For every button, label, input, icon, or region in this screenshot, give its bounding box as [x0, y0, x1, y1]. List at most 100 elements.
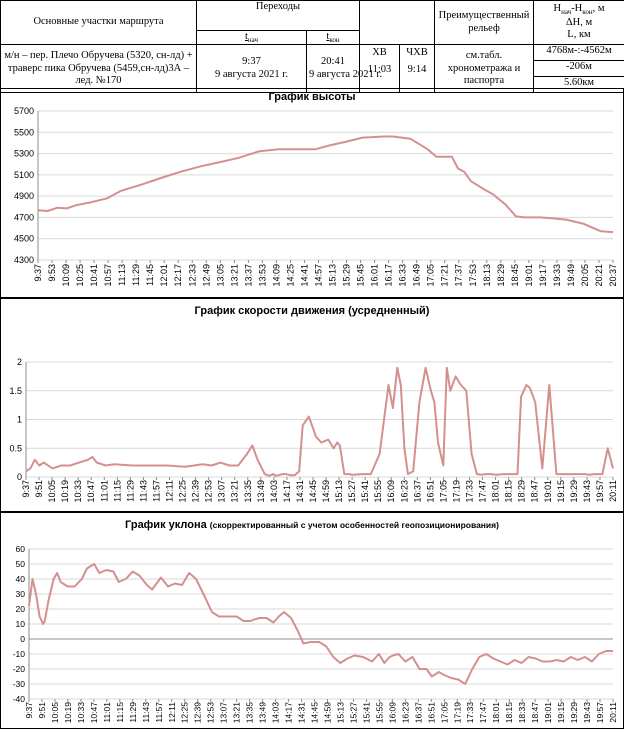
y-tick-label: 30	[16, 589, 26, 599]
x-tick-label: 16:09	[387, 702, 397, 724]
y-tick-label: 5300	[14, 149, 34, 159]
x-tick-label: 13:05	[215, 264, 225, 287]
x-tick-label: 16:17	[384, 264, 394, 287]
x-tick-label: 15:41	[361, 702, 371, 724]
x-tick-label: 10:33	[73, 480, 83, 503]
speed-chart-title: График скорости движения (усредненный)	[1, 305, 623, 317]
x-tick-label: 16:33	[398, 264, 408, 287]
x-tick-label: 12:11	[164, 480, 174, 502]
x-tick-label: 14:59	[321, 480, 331, 503]
x-tick-label: 16:01	[370, 264, 380, 287]
x-tick-label: 17:47	[478, 480, 488, 503]
y-tick-label: 4500	[14, 234, 34, 244]
data-series-line	[26, 368, 613, 476]
x-tick-label: 20:11	[608, 702, 618, 723]
x-tick-label: 18:29	[496, 264, 506, 287]
y-tick-label: 5500	[14, 127, 34, 137]
x-tick-label: 18:29	[517, 480, 527, 503]
x-tick-label: 11:43	[138, 480, 148, 502]
x-tick-label: 15:55	[374, 702, 384, 724]
x-tick-label: 10:09	[61, 264, 71, 287]
x-tick-label: 19:43	[582, 480, 592, 503]
x-tick-label: 16:09	[386, 480, 396, 503]
x-tick-label: 12:53	[204, 480, 214, 503]
transitions-header: Переходы	[197, 1, 360, 31]
x-tick-label: 16:51	[426, 702, 436, 724]
x-tick-label: 18:47	[530, 480, 540, 503]
x-tick-label: 18:45	[510, 264, 520, 287]
x-tick-label: 12:53	[206, 702, 216, 724]
x-tick-label: 11:29	[125, 480, 135, 502]
x-tick-label: 14:17	[282, 480, 292, 503]
x-tick-label: 19:17	[538, 264, 548, 287]
x-tick-label: 11:29	[131, 264, 141, 286]
x-tick-label: 10:19	[60, 480, 70, 503]
x-tick-label: 14:25	[285, 264, 295, 287]
y-tick-label: -20	[13, 664, 26, 674]
x-tick-label: 12:25	[180, 702, 190, 724]
x-tick-label: 11:01	[102, 702, 112, 723]
x-tick-label: 14:57	[313, 264, 323, 287]
x-tick-label: 19:15	[556, 702, 566, 724]
x-tick-label: 19:15	[556, 480, 566, 503]
x-tick-label: 18:13	[482, 264, 492, 287]
x-tick-label: 10:57	[103, 264, 113, 287]
x-tick-label: 19:29	[569, 702, 579, 724]
x-tick-label: 9:53	[47, 264, 57, 282]
x-tick-label: 17:33	[465, 480, 475, 503]
x-tick-label: 10:47	[86, 480, 96, 503]
x-tick-label: 15:29	[342, 264, 352, 287]
x-tick-label: 15:13	[335, 702, 345, 724]
x-tick-label: 12:33	[187, 264, 197, 287]
x-tick-label: 13:49	[258, 702, 268, 724]
x-tick-label: 18:01	[491, 480, 501, 503]
slope-chart-title: График уклона (скорректированный с учето…	[1, 519, 623, 531]
x-tick-label: 19:33	[552, 264, 562, 287]
x-tick-label: 14:03	[269, 480, 279, 503]
x-tick-label: 20:37	[608, 264, 618, 287]
speed-chart: График скорости движения (усредненный) 0…	[0, 298, 624, 512]
x-tick-label: 11:15	[112, 480, 122, 502]
relief-cell: см.табл. хронометража и паспорта	[435, 45, 534, 93]
x-tick-label: 19:43	[582, 702, 592, 724]
x-tick-label: 13:35	[245, 702, 255, 724]
x-tick-label: 11:57	[154, 702, 164, 723]
x-tick-label: 14:31	[295, 480, 305, 503]
x-tick-label: 10:19	[63, 702, 73, 724]
y-tick-label: 40	[16, 574, 26, 584]
x-tick-label: 17:33	[465, 702, 475, 724]
y-tick-label: 20	[16, 604, 26, 614]
y-tick-label: 2	[17, 357, 22, 367]
x-tick-label: 10:33	[76, 702, 86, 724]
x-tick-label: 17:19	[452, 702, 462, 724]
x-tick-label: 19:01	[524, 264, 534, 287]
x-tick-label: 15:45	[356, 264, 366, 287]
x-tick-label: 13:21	[232, 702, 242, 724]
x-tick-label: 10:41	[89, 264, 99, 287]
y-tick-label: 60	[16, 544, 26, 554]
x-tick-label: 11:57	[151, 480, 161, 502]
x-tick-label: 10:47	[89, 702, 99, 724]
x-tick-label: 19:57	[595, 702, 605, 724]
x-tick-label: 14:17	[284, 702, 294, 724]
x-tick-label: 12:17	[173, 264, 183, 287]
x-tick-label: 15:41	[360, 480, 370, 503]
height-length-header: Hнач-Hкон, м ΔH, м L, км	[534, 1, 624, 45]
x-tick-label: 10:25	[75, 264, 85, 287]
x-tick-label: 18:33	[517, 702, 527, 724]
x-tick-label: 16:23	[400, 702, 410, 724]
x-tick-label: 17:47	[478, 702, 488, 724]
x-tick-label: 14:59	[322, 702, 332, 724]
x-tick-label: 14:45	[310, 702, 320, 724]
x-tick-label: 17:19	[451, 480, 461, 503]
x-tick-label: 17:05	[426, 264, 436, 287]
height-length-cell: 4768м-:-4562м -206м 5.60км	[534, 45, 624, 93]
x-tick-label: 16:51	[425, 480, 435, 503]
route-description: м/н – пер. Плечо Обручева (5320, сн-лд) …	[1, 45, 197, 93]
altitude-chart-title: График высоты	[1, 91, 623, 103]
